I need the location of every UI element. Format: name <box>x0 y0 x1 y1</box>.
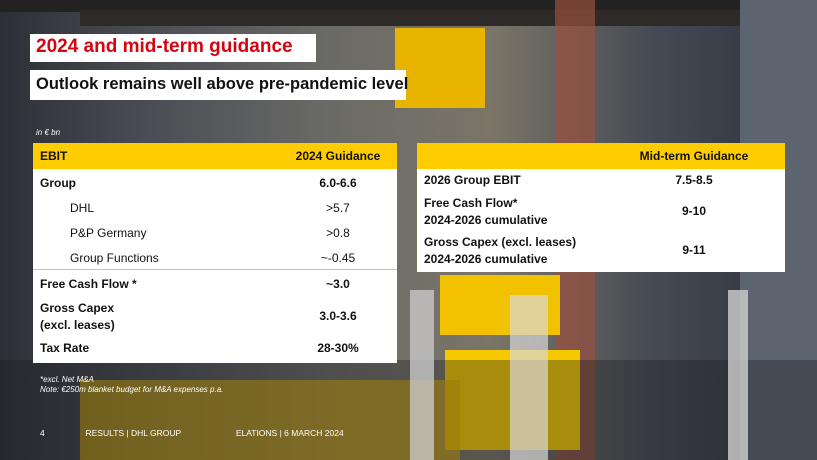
row-value: >5.7 <box>326 201 350 215</box>
footnote-net-ma: *excl. Net M&A <box>40 375 94 384</box>
header-ebit: EBIT <box>40 149 68 163</box>
row-label-line2: 2024-2026 cumulative <box>424 213 548 227</box>
row-label-line2: (excl. leases) <box>40 318 115 332</box>
table-row: Group 6.0-6.6 <box>33 169 397 194</box>
table-row: 2026 Group EBIT 7.5-8.5 <box>417 169 785 193</box>
footer-text-left: RESULTS | DHL GROUP <box>85 428 182 438</box>
subtitle-box: Outlook remains well above pre-pandemic … <box>30 70 409 100</box>
row-label: DHL <box>70 201 95 215</box>
row-value: >0.8 <box>326 226 350 240</box>
row-label: Group Functions <box>70 251 159 265</box>
footer-text-right: ELATIONS | 6 MARCH 2024 <box>235 428 344 438</box>
row-label: Gross Capex (excl. leases) <box>424 235 577 249</box>
table-row: Free Cash Flow* 2024-2026 cumulative 9-1… <box>417 193 785 233</box>
slide-title: 2024 and mid-term guidance <box>36 36 293 57</box>
footnote-ma-budget: Note: €250m blanket budget for M&A expen… <box>40 385 224 394</box>
row-label: 2026 Group EBIT <box>424 173 521 187</box>
header-2024-guidance: 2024 Guidance <box>295 149 381 163</box>
mid-term-guidance-table: Mid-term Guidance 2026 Group EBIT 7.5-8.… <box>417 143 785 272</box>
row-label: Free Cash Flow* <box>424 196 518 210</box>
header-mid-term-guidance: Mid-term Guidance <box>639 149 749 163</box>
guidance-2024-table: EBIT 2024 Guidance Group 6.0-6.6 DHL >5.… <box>33 143 397 363</box>
row-label-line2: 2024-2026 cumulative <box>424 252 548 266</box>
table-row: Tax Rate 28-30% <box>33 335 397 360</box>
row-value: ~-0.45 <box>320 251 356 265</box>
table-header: Mid-term Guidance <box>417 143 785 169</box>
table-row: Group Functions ~-0.45 <box>33 244 397 270</box>
table-row: DHL >5.7 <box>33 194 397 219</box>
row-value: ~3.0 <box>326 277 350 291</box>
table-row: Gross Capex (excl. leases) 3.0-3.6 <box>33 295 397 335</box>
table-row: P&P Germany >0.8 <box>33 219 397 244</box>
table-row: Gross Capex (excl. leases) 2024-2026 cum… <box>417 233 785 272</box>
table-header: EBIT 2024 Guidance <box>33 143 397 169</box>
divider <box>33 269 397 270</box>
row-label: Group <box>40 176 76 190</box>
row-value: 3.0-3.6 <box>319 309 357 323</box>
row-value: 9-10 <box>681 204 707 218</box>
table-row: Free Cash Flow * ~3.0 <box>33 269 397 295</box>
slide-footer: 4 RESULTS | DHL GROUP ELATIONS | 6 MARCH… <box>40 428 344 438</box>
row-label: Gross Capex <box>40 301 115 315</box>
slide-subtitle: Outlook remains well above pre-pandemic … <box>36 75 409 93</box>
row-label: Free Cash Flow * <box>40 277 137 291</box>
row-value: 28-30% <box>317 341 359 355</box>
row-label: P&P Germany <box>70 226 147 240</box>
unit-note: in € bn <box>36 128 61 137</box>
page-number: 4 <box>40 428 45 438</box>
row-value: 7.5-8.5 <box>675 173 713 187</box>
row-label: Tax Rate <box>40 341 90 355</box>
row-value: 6.0-6.6 <box>319 176 357 190</box>
row-value: 9-11 <box>682 243 706 257</box>
title-box: 2024 and mid-term guidance <box>30 34 316 62</box>
